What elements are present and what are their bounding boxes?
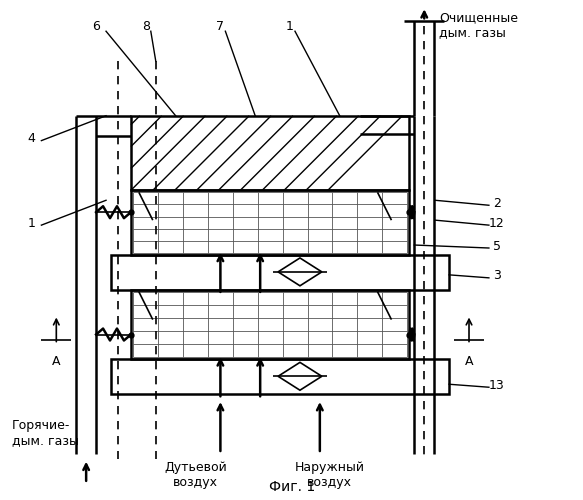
- Bar: [131, 290, 409, 360]
- Bar: [111, 360, 449, 394]
- Text: 3: 3: [493, 270, 501, 282]
- Text: 6: 6: [92, 20, 100, 33]
- Text: Дутьевой
воздух: Дутьевой воздух: [164, 461, 227, 489]
- Text: Фиг. 1: Фиг. 1: [269, 480, 315, 494]
- Text: 12: 12: [489, 216, 505, 230]
- Bar: [131, 116, 409, 190]
- Text: Очищенные
дым. газы: Очищенные дым. газы: [439, 12, 518, 40]
- Text: 1: 1: [27, 216, 36, 230]
- Text: А: А: [52, 356, 61, 368]
- Text: 4: 4: [27, 132, 36, 145]
- Text: 5: 5: [493, 240, 501, 252]
- Text: Наружный
воздух: Наружный воздух: [295, 461, 365, 489]
- Text: 1: 1: [286, 20, 294, 33]
- Bar: [131, 190, 409, 255]
- Bar: [111, 255, 449, 290]
- Text: 2: 2: [493, 197, 501, 210]
- Text: А: А: [465, 356, 473, 368]
- Text: 13: 13: [489, 378, 505, 392]
- Text: Горячие-
дым. газы: Горячие- дым. газы: [12, 419, 79, 447]
- Text: 8: 8: [142, 20, 150, 33]
- Text: 7: 7: [216, 20, 224, 33]
